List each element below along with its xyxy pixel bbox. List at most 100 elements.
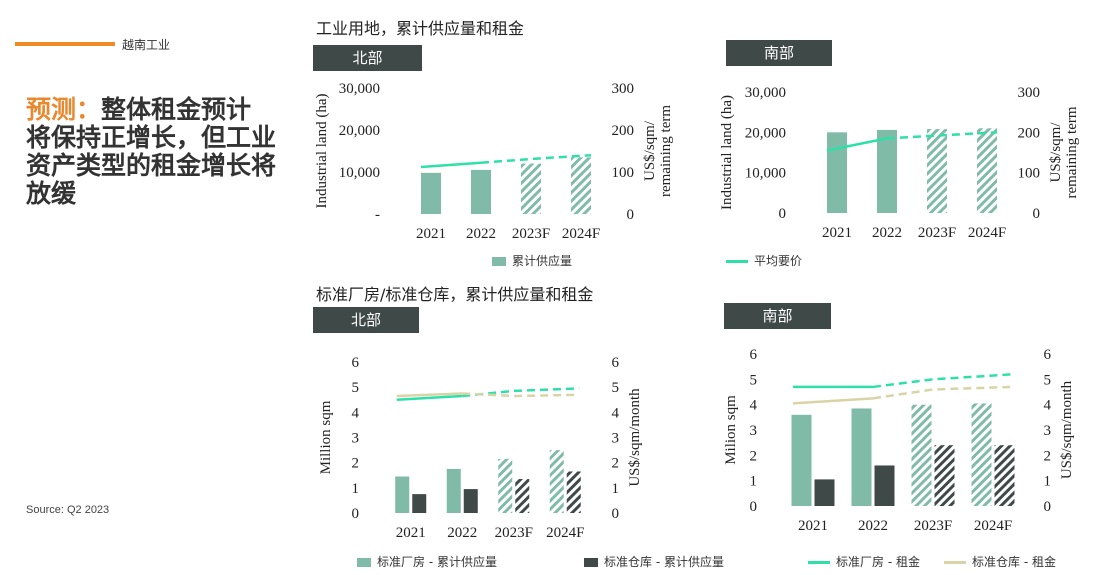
y2-tick-label: 4 <box>612 405 620 421</box>
bar-supply <box>521 163 541 214</box>
y2-tick-label: 300 <box>612 81 635 97</box>
legend-factory-supply-label: 标准厂房 - 累计供应量 <box>377 555 497 569</box>
y2-axis-title: US$/sqm/ <box>1048 122 1064 183</box>
y2-tick-label: 0 <box>612 506 620 522</box>
y-tick-label: 3 <box>750 423 758 439</box>
y-tick-label: 10,000 <box>339 165 380 181</box>
y2-axis-title: US$/sqm/month <box>1059 380 1075 479</box>
region-label-land-south: 南部 <box>726 40 832 66</box>
legend-factory-rent: 标准厂房 - 租金 <box>808 553 920 570</box>
bar-warehouse-supply <box>566 471 581 513</box>
bar-supply <box>927 129 947 213</box>
y-tick-label: 4 <box>352 405 360 421</box>
bar-factory-supply <box>395 476 410 513</box>
bar-supply <box>471 169 491 214</box>
bar-warehouse-supply <box>463 489 478 513</box>
line-rent2-actual <box>792 397 874 405</box>
legend-top-supply-label: 累计供应量 <box>512 254 573 268</box>
y2-tick-label: 5 <box>1044 372 1052 388</box>
bar-supply <box>977 128 997 213</box>
y2-tick-label: 6 <box>612 355 620 371</box>
x-tick-label: 2024F <box>974 518 1012 534</box>
y-tick-label: 30,000 <box>339 81 380 97</box>
y2-axis-title-line2: remaining term <box>658 105 674 197</box>
y2-tick-label: 4 <box>1044 398 1052 414</box>
legend-top-rent-label: 平均要价 <box>754 254 803 268</box>
bar-warehouse-supply <box>934 445 955 506</box>
y2-tick-label: 0 <box>1044 499 1052 515</box>
line-rent2-actual <box>396 392 463 398</box>
line-rent-actual <box>420 161 482 169</box>
legend-warehouse-supply: 标准仓库 - 累计供应量 <box>584 553 724 570</box>
legend-swatch <box>726 260 748 263</box>
y-tick-label: 0 <box>750 499 758 515</box>
x-tick-label: 2021 <box>416 226 446 242</box>
x-tick-label: 2022 <box>872 225 902 241</box>
y-tick-label: 10,000 <box>745 166 786 182</box>
bar-factory-supply <box>971 403 992 506</box>
line-rent-forecast <box>480 153 592 165</box>
x-tick-label: 2022 <box>858 518 888 534</box>
brand-label: 越南工业 <box>122 38 171 52</box>
y2-axis-title: US$/sqm/ <box>642 120 658 181</box>
bar-factory-supply <box>446 468 461 513</box>
bottom-section-title: 标准厂房/标准仓库，累计供应量和租金 <box>316 285 594 304</box>
legend-factory-supply: 标准厂房 - 累计供应量 <box>357 553 497 570</box>
y-tick-label: 5 <box>750 372 758 388</box>
y-tick-label: 20,000 <box>339 123 380 139</box>
x-tick-label: 2024F <box>968 225 1006 241</box>
x-tick-label: 2023F <box>495 525 533 541</box>
legend-swatch <box>944 561 966 564</box>
legend-top-rent: 平均要价 <box>726 252 802 269</box>
legend-swatch <box>492 257 506 266</box>
y-tick-label: 30,000 <box>745 85 786 101</box>
y2-tick-label: 100 <box>612 165 635 181</box>
y-tick-label: 6 <box>352 355 360 371</box>
x-tick-label: 2021 <box>822 225 852 241</box>
x-tick-label: 2021 <box>798 518 828 534</box>
y2-tick-label: 300 <box>1018 85 1041 101</box>
region-label-rbf-south: 南部 <box>724 303 831 329</box>
y2-tick-label: 0 <box>1033 206 1041 222</box>
line-rent2-forecast <box>462 392 580 398</box>
y2-tick-label: 200 <box>1018 125 1041 141</box>
line-rent-actual <box>396 394 463 401</box>
y2-tick-label: 2 <box>1044 448 1052 464</box>
y2-tick-label: 2 <box>612 456 620 472</box>
y-tick-label: 2 <box>750 448 758 464</box>
bar-warehouse-supply <box>994 445 1015 506</box>
chart-rbf-north: 0 1 2 3 4 5 6 0 1 2 3 4 5 6 Million sqm US$/sqm/month 20… <box>318 355 643 541</box>
x-tick-label: 2023F <box>512 226 550 242</box>
y-axis-title: Industrial land (ha) <box>314 94 330 209</box>
bar-factory-supply <box>851 408 872 506</box>
legend-factory-rent-label: 标准厂房 - 租金 <box>836 555 920 569</box>
y-tick-label: 2 <box>352 456 360 472</box>
y-tick-label: 0 <box>779 206 787 222</box>
top-section-title: 工业用地，累计供应量和租金 <box>316 19 525 38</box>
headline: 预测：整体租金预计将保持正增长，但工业资产类型的租金增长将放缓 <box>26 96 276 208</box>
y-tick-label: 6 <box>750 347 758 363</box>
legend-swatch <box>584 558 598 567</box>
y-axis-title: Million sqm <box>318 400 334 474</box>
chart-land-south: 0 10,000 20,000 30,000 0 100 200 300 Industrial … <box>719 85 1080 241</box>
y-tick-label: 1 <box>750 474 758 490</box>
chart-rbf-south: 0 1 2 3 4 5 6 0 1 2 3 4 5 6 Milion sqm US$/sqm/month 202… <box>723 347 1075 534</box>
line-rent2-forecast <box>872 385 1014 400</box>
y2-tick-label: 1 <box>612 481 620 497</box>
bar-warehouse-supply <box>515 479 530 513</box>
legend-warehouse-rent-label: 标准仓库 - 租金 <box>972 555 1056 569</box>
legend-swatch <box>357 558 371 567</box>
y-tick-label: 3 <box>352 431 360 447</box>
y2-tick-label: 1 <box>1044 474 1052 490</box>
bar-factory-supply <box>498 458 513 513</box>
bar-supply <box>877 129 897 213</box>
x-tick-label: 2023F <box>914 518 952 534</box>
y-tick-label: - <box>375 207 380 223</box>
y2-tick-label: 3 <box>1044 423 1052 439</box>
x-tick-label: 2023F <box>918 225 956 241</box>
bar-supply <box>571 157 591 214</box>
chart-land-north: - 10,000 20,000 30,000 0 100 200 300 Industrial … <box>314 81 674 242</box>
line-rent-actual <box>826 137 888 152</box>
x-tick-label: 2024F <box>562 226 600 242</box>
region-label-land-north: 北部 <box>313 45 422 71</box>
